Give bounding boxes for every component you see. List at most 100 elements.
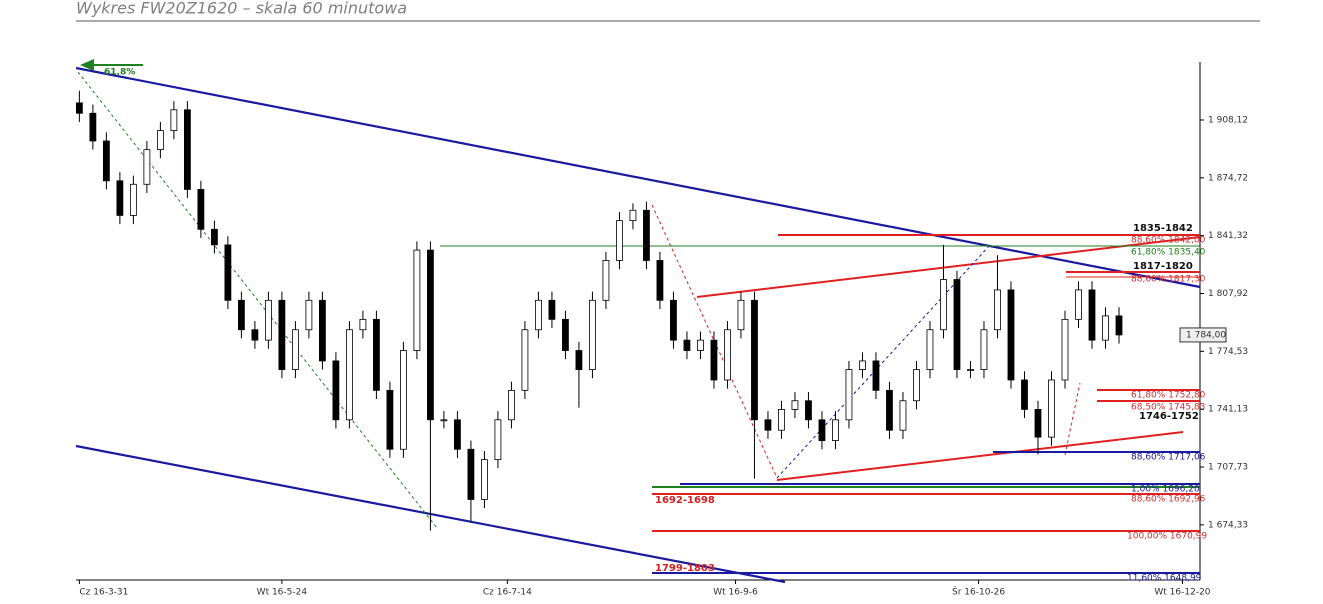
x-tick-label: Śr 16-10-26 [952,586,1005,598]
candle-body [832,419,839,441]
annotation: 88,60% 1692,96 [1131,495,1206,505]
wave-line [77,71,438,529]
candle-body [1021,379,1028,410]
candle-body [778,409,785,431]
candle-body [751,299,758,421]
arrow-head [80,59,94,71]
candle-body [724,329,731,381]
trend-line [696,236,1201,298]
candle-body [629,209,637,222]
candle-body [764,419,772,431]
candle-body [427,249,434,421]
candle-body [589,299,596,370]
annotation: 1,00% 1696,20 [1131,485,1200,495]
candle-body [697,339,704,351]
candle-body [656,260,664,301]
candle-body [359,318,367,331]
candle-body [575,350,583,370]
candle-body [508,389,515,421]
candle-body [264,299,272,341]
candle-body [197,189,205,230]
candle-body [548,299,556,320]
candle-body [602,260,610,301]
last-price-box [1179,327,1227,343]
candle-body [818,419,826,441]
candle-body [346,329,353,421]
candle-body [683,339,691,351]
candle-body [899,400,907,431]
chart-title: Wykres FW20Z1620 – skala 60 minutowa [76,0,407,18]
candle-body [143,149,151,185]
candle-body [251,329,259,341]
last-price-label: 1 784,00 [1186,330,1226,340]
candle-body [535,299,542,331]
annotations: 61,8% 1835-1842 88,60% 1842,00 61,80% 18… [104,68,1207,584]
annotation: 11,60% 1648,99 [1127,574,1202,584]
candle-body [521,329,529,391]
candle-body [1048,379,1055,438]
candle-body [440,419,448,422]
candle-body [562,318,569,351]
y-tick-label: 1 874,72 [1208,173,1248,183]
candle-body [183,109,191,190]
trend-line [776,431,1184,481]
candle-body [386,389,394,450]
annotation: 1817-1820 [1133,261,1193,272]
candle-body [805,400,812,421]
candle-body [967,369,974,371]
annotation: 1692-1698 [655,495,715,506]
y-tick-label: 1 908,12 [1208,115,1248,125]
candle-body [156,130,164,151]
y-tick-label: 1 741,13 [1208,405,1248,415]
candle-body [1007,289,1015,381]
candle-body [980,329,988,370]
candle-body [332,360,340,421]
annotation: 61,80% 1752,80 [1131,391,1206,401]
candle-body [859,360,866,370]
candle-body [872,360,880,391]
candle-body [413,249,421,351]
candle-body [1075,289,1082,320]
candle-body [643,209,650,261]
candle-body [737,299,745,331]
candle-body [319,299,326,362]
candle-body [1034,409,1042,438]
candle-body [913,369,920,402]
y-tick-label: 1 707,73 [1208,463,1248,473]
candle-body [940,279,947,331]
candle-body [710,339,718,381]
candle-body [237,299,245,331]
candle-body [616,220,623,261]
candle-body [278,299,286,370]
annotation: 1835-1842 [1133,223,1193,234]
candle-body [400,350,407,450]
y-tick-label: 1 774,53 [1208,347,1248,357]
x-tick-label: Cz 16-7-14 [483,588,532,598]
candle-body [953,279,961,370]
candle-body [291,329,299,370]
y-tick-label: 1 841,32 [1208,231,1248,241]
channel-line [75,66,1201,289]
candle-body [1088,289,1096,341]
candle-body [1061,318,1069,381]
candle-body [102,140,110,182]
candle-body [670,299,677,341]
candle-body [129,183,137,216]
x-tick-label: Cz 16-3-31 [79,588,128,598]
candle-body [791,400,799,410]
candle-body [1115,315,1123,336]
candle-body [116,180,124,216]
candle-body [210,228,218,246]
annotation: 100,00% 1670,99 [1127,532,1207,542]
x-tick-label: Wt 16-5-24 [257,588,308,598]
candle-body [494,419,502,461]
candle-body [994,289,1001,331]
x-tick-label: Wt 16-12-20 [1154,588,1210,598]
candle-body [224,244,232,301]
annotation: 1799-1803 [655,563,715,574]
wave-line [776,244,991,479]
candle-body [305,299,313,331]
candle-body [1102,315,1109,341]
